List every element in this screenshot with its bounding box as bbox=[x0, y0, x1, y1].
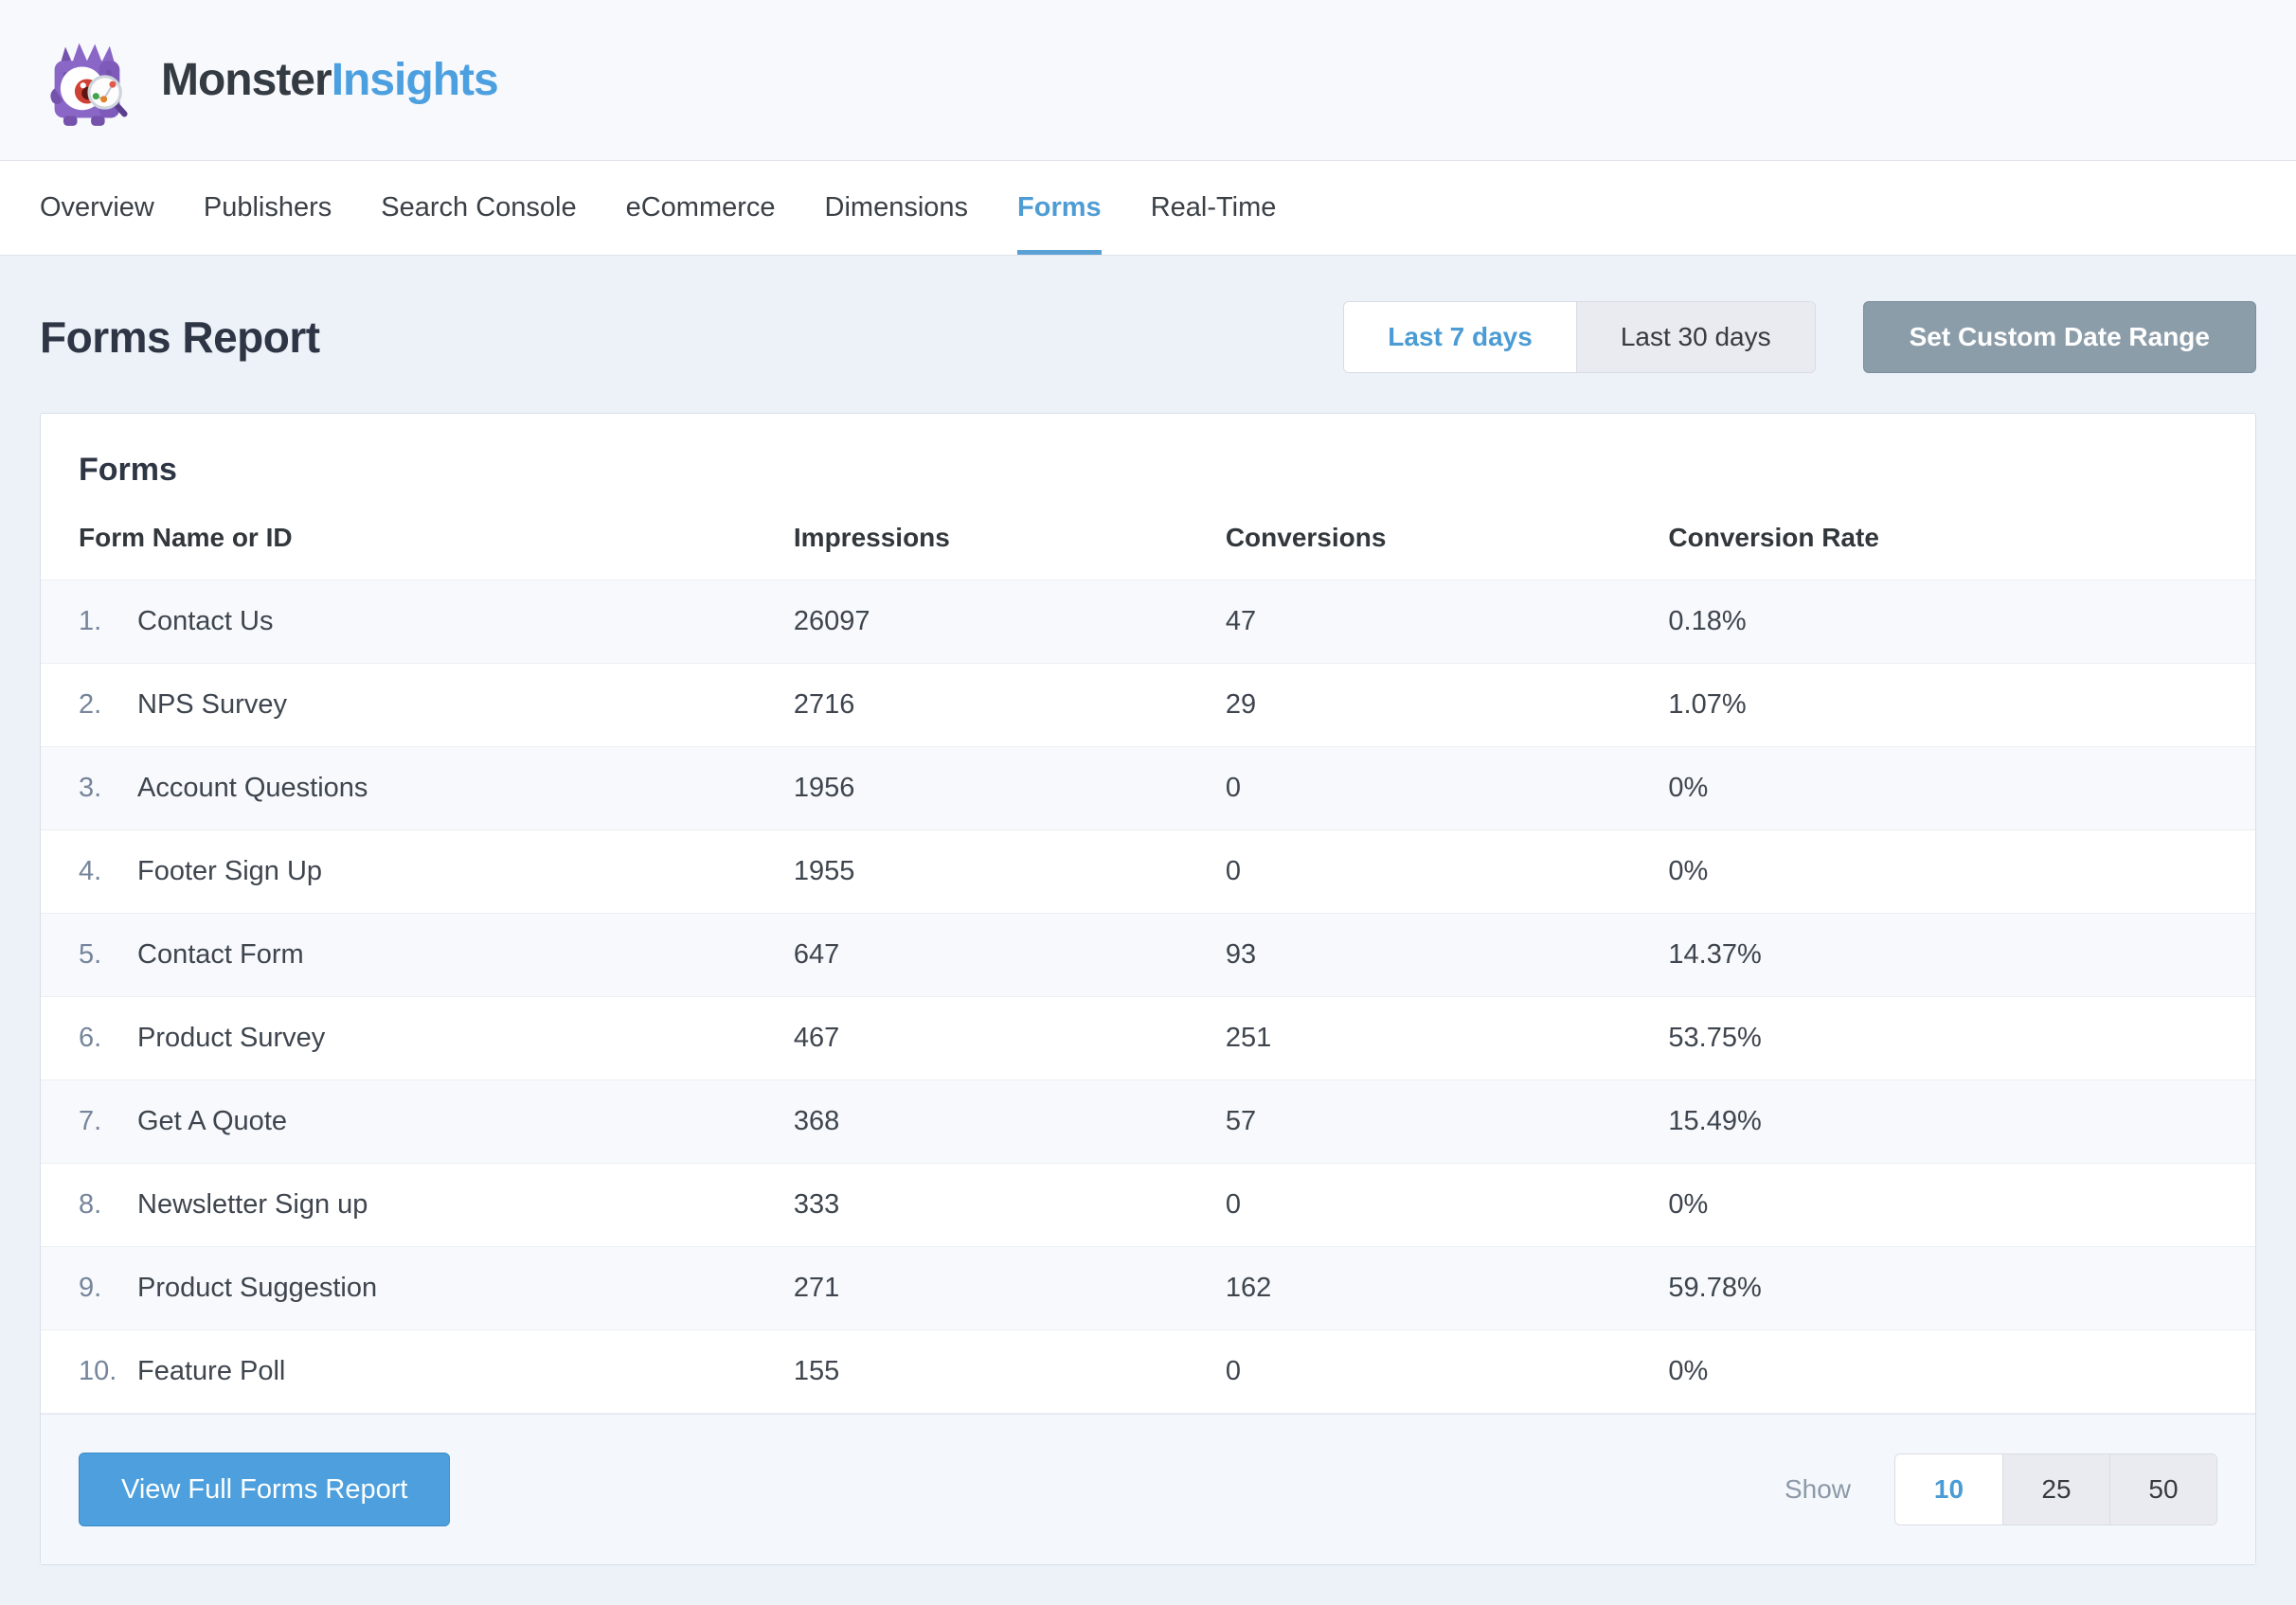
column-header-impressions: Impressions bbox=[793, 494, 1226, 580]
main-content: Forms Report Last 7 days Last 30 days Se… bbox=[0, 301, 2296, 1565]
conversions-value: 0 bbox=[1225, 829, 1669, 914]
form-name: Feature Poll bbox=[137, 1356, 286, 1386]
form-name: Contact Us bbox=[137, 606, 274, 636]
impressions-value: 333 bbox=[793, 1163, 1226, 1247]
form-name: Get A Quote bbox=[137, 1106, 287, 1136]
conversion-rate-value: 53.75% bbox=[1668, 996, 2255, 1080]
impressions-value: 647 bbox=[793, 913, 1226, 997]
table-row: 7. Get A Quote 368 57 15.49% bbox=[41, 1079, 2255, 1164]
table-row: 5. Contact Form 647 93 14.37% bbox=[41, 913, 2255, 997]
monsterinsights-logo[interactable]: MonsterInsights bbox=[40, 31, 499, 130]
row-rank: 5. bbox=[79, 939, 102, 970]
nav-tab-ecommerce[interactable]: eCommerce bbox=[625, 192, 776, 223]
conversion-rate-value: 0% bbox=[1668, 1163, 2255, 1247]
conversions-value: 0 bbox=[1225, 746, 1669, 830]
conversion-rate-value: 0% bbox=[1668, 746, 2255, 830]
form-name: Newsletter Sign up bbox=[137, 1189, 368, 1220]
table-row: 4. Footer Sign Up 1955 0 0% bbox=[41, 829, 2255, 914]
show-label: Show bbox=[1784, 1474, 1851, 1504]
form-name: Product Suggestion bbox=[137, 1273, 378, 1303]
table-header-row: Form Name or ID Impressions Conversions … bbox=[41, 494, 2255, 580]
conversion-rate-value: 14.37% bbox=[1668, 913, 2255, 997]
page-size-50-button[interactable]: 50 bbox=[2109, 1454, 2216, 1525]
conversion-rate-value: 0% bbox=[1668, 1329, 2255, 1414]
brand-wordmark: MonsterInsights bbox=[161, 54, 499, 106]
card-title: Forms bbox=[79, 452, 177, 488]
monster-mascot-icon bbox=[50, 42, 128, 126]
conversion-rate-value: 0% bbox=[1668, 829, 2255, 914]
row-rank: 8. bbox=[79, 1189, 102, 1220]
last-30-days-button[interactable]: Last 30 days bbox=[1575, 302, 1815, 372]
page-size-control: Show 10 25 50 bbox=[1785, 1453, 2217, 1525]
nav-tab-publishers[interactable]: Publishers bbox=[203, 192, 332, 223]
report-nav: Overview Publishers Search Console eComm… bbox=[0, 161, 2296, 256]
conversions-value: 47 bbox=[1225, 580, 1669, 664]
form-name: Contact Form bbox=[137, 939, 304, 970]
table-row: 3. Account Questions 1956 0 0% bbox=[41, 746, 2255, 830]
page-header-row: Forms Report Last 7 days Last 30 days Se… bbox=[40, 301, 2256, 373]
row-rank: 7. bbox=[79, 1106, 102, 1136]
table-row: 1. Contact Us 26097 47 0.18% bbox=[41, 580, 2255, 664]
impressions-value: 271 bbox=[793, 1246, 1226, 1330]
conversion-rate-value: 1.07% bbox=[1668, 663, 2255, 747]
last-7-days-button[interactable]: Last 7 days bbox=[1344, 302, 1576, 372]
nav-tab-real-time[interactable]: Real-Time bbox=[1150, 192, 1277, 223]
column-header-form-name: Form Name or ID bbox=[41, 494, 794, 580]
card-footer: View Full Forms Report Show 10 25 50 bbox=[41, 1414, 2255, 1564]
conversions-value: 0 bbox=[1225, 1163, 1669, 1247]
form-name: Account Questions bbox=[137, 773, 368, 803]
impressions-value: 155 bbox=[793, 1329, 1226, 1414]
conversions-value: 251 bbox=[1225, 996, 1669, 1080]
brand-name-primary: Monster bbox=[161, 55, 332, 105]
table-row: 9. Product Suggestion 271 162 59.78% bbox=[41, 1246, 2255, 1330]
conversions-value: 57 bbox=[1225, 1079, 1669, 1164]
conversion-rate-value: 15.49% bbox=[1668, 1079, 2255, 1164]
impressions-value: 2716 bbox=[793, 663, 1226, 747]
column-header-conversion-rate: Conversion Rate bbox=[1668, 494, 2255, 580]
conversion-rate-value: 59.78% bbox=[1668, 1246, 2255, 1330]
conversion-rate-value: 0.18% bbox=[1668, 580, 2255, 664]
nav-tab-overview[interactable]: Overview bbox=[40, 192, 154, 223]
conversions-value: 93 bbox=[1225, 913, 1669, 997]
form-name: Footer Sign Up bbox=[137, 856, 323, 886]
conversions-value: 0 bbox=[1225, 1329, 1669, 1414]
page-size-toggle: 10 25 50 bbox=[1894, 1453, 2217, 1525]
forms-card: Forms Form Name or ID Impressions Conver… bbox=[40, 413, 2256, 1565]
row-rank: 3. bbox=[79, 773, 102, 803]
row-rank: 4. bbox=[79, 856, 102, 886]
impressions-value: 26097 bbox=[793, 580, 1226, 664]
table-row: 2. NPS Survey 2716 29 1.07% bbox=[41, 663, 2255, 747]
date-range-controls: Last 7 days Last 30 days Set Custom Date… bbox=[1343, 301, 2256, 373]
table-row: 8. Newsletter Sign up 333 0 0% bbox=[41, 1163, 2255, 1247]
conversions-value: 29 bbox=[1225, 663, 1669, 747]
forms-table: Form Name or ID Impressions Conversions … bbox=[41, 494, 2255, 1414]
row-rank: 6. bbox=[79, 1023, 102, 1053]
top-brand-band: MonsterInsights bbox=[0, 0, 2296, 161]
form-name: Product Survey bbox=[137, 1023, 326, 1053]
impressions-value: 368 bbox=[793, 1079, 1226, 1164]
impressions-value: 1956 bbox=[793, 746, 1226, 830]
impressions-value: 467 bbox=[793, 996, 1226, 1080]
set-custom-date-range-button[interactable]: Set Custom Date Range bbox=[1862, 301, 2256, 373]
row-rank: 10. bbox=[79, 1356, 117, 1386]
row-rank: 9. bbox=[79, 1273, 102, 1303]
table-row: 6. Product Survey 467 251 53.75% bbox=[41, 996, 2255, 1080]
page-title: Forms Report bbox=[40, 312, 320, 362]
nav-tab-forms[interactable]: Forms bbox=[1017, 161, 1102, 255]
nav-tab-search-console[interactable]: Search Console bbox=[381, 192, 577, 223]
row-rank: 1. bbox=[79, 606, 102, 636]
column-header-conversions: Conversions bbox=[1225, 494, 1669, 580]
brand-name-secondary: Insights bbox=[331, 55, 499, 105]
page-size-25-button[interactable]: 25 bbox=[2002, 1454, 2109, 1525]
date-range-toggle: Last 7 days Last 30 days bbox=[1343, 301, 1816, 373]
nav-tab-dimensions[interactable]: Dimensions bbox=[824, 192, 969, 223]
view-full-forms-report-button[interactable]: View Full Forms Report bbox=[79, 1453, 451, 1526]
table-row: 10. Feature Poll 155 0 0% bbox=[41, 1329, 2255, 1414]
form-name: NPS Survey bbox=[137, 689, 287, 720]
row-rank: 2. bbox=[79, 689, 102, 720]
impressions-value: 1955 bbox=[793, 829, 1226, 914]
page-size-10-button[interactable]: 10 bbox=[1895, 1454, 2002, 1525]
conversions-value: 162 bbox=[1225, 1246, 1669, 1330]
